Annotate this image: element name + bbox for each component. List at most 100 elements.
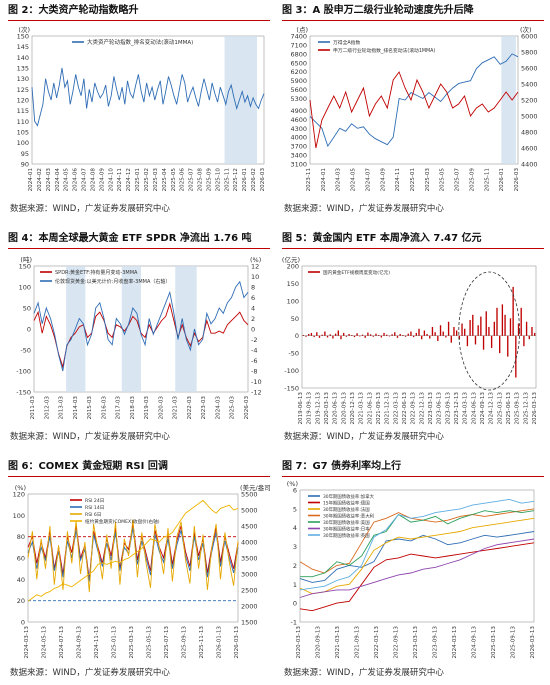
- series-line: [33, 280, 249, 372]
- y-tick-label: 125: [17, 86, 29, 94]
- x-tick-label: 2023-11: [306, 168, 312, 192]
- x-tick-label: 2023-03-13: [413, 626, 419, 659]
- series-line: [27, 499, 239, 602]
- x-tick-label: 2015-03: [87, 396, 93, 420]
- bar: [447, 321, 450, 336]
- x-tick-label: 2024-05: [64, 168, 70, 192]
- x-tick-label: 2024-03: [46, 168, 52, 192]
- y-right-axis-unit: (次): [520, 25, 532, 34]
- x-tick-label: 2026-03-13: [532, 392, 538, 425]
- bar: [372, 335, 374, 337]
- panel-title: 图 5：黄金国内 ETF 本周净流入 7.47 亿元: [282, 232, 544, 249]
- bar: [485, 311, 487, 336]
- bar: [321, 334, 323, 336]
- y-tick-label: 60: [17, 555, 25, 563]
- y-right-tick-label: 4: [251, 305, 255, 313]
- y-right-tick-label: 2: [251, 315, 255, 323]
- x-tick-label: 2025-05: [171, 168, 177, 192]
- legend-label: 伦敦现货黄金:以美元计价:月收盘率-3MMA（右轴）: [55, 278, 170, 285]
- y-axis-unit: (亿元): [282, 255, 300, 264]
- x-tick-label: 2024-09: [380, 168, 386, 192]
- y-tick-label: 40: [17, 576, 25, 584]
- x-tick-label: 2025-03-13: [129, 626, 135, 659]
- y-tick-label: -150: [284, 385, 299, 393]
- y-right-tick-label: -8: [251, 368, 257, 376]
- y-right-tick-label: 2000: [241, 603, 258, 611]
- x-tick-label: 2025-01: [135, 168, 141, 192]
- bar: [396, 335, 399, 338]
- x-tick-label: 2024-04: [55, 168, 61, 192]
- y-tick-label: 150: [287, 280, 299, 288]
- x-tick-label: 2025-03: [153, 168, 159, 192]
- bar: [415, 332, 417, 336]
- bar: [472, 314, 474, 336]
- x-tick-label: 2020-03: [158, 396, 164, 420]
- y-axis-unit: (%): [15, 484, 26, 492]
- y-right-tick-label: 5500: [241, 491, 258, 499]
- x-tick-label: 2023-06-13: [437, 392, 443, 425]
- y-right-tick-label: 8: [251, 284, 255, 292]
- y-tick-label: 90: [21, 161, 29, 169]
- y-tick-label: 7100: [290, 41, 307, 49]
- bar: [402, 335, 404, 336]
- panel-fig5: 图 5：黄金国内 ETF 本周净流入 7.47 亿元 -150 -100 -50 0 5…: [282, 232, 544, 446]
- y-tick-label: 130: [17, 75, 29, 83]
- bar: [488, 327, 490, 336]
- series-line: [309, 71, 519, 149]
- x-tick-label: 2020-09-13: [341, 392, 347, 425]
- legend-label: 30年期国债收益率:法国: [323, 506, 370, 513]
- panel-title: 图 2：大类资产轮动指数略升: [8, 4, 270, 21]
- bar: [434, 332, 436, 336]
- y-tick-label: 100: [13, 512, 25, 520]
- y-tick-label: 4000: [290, 134, 307, 142]
- bar: [316, 332, 318, 336]
- bar: [361, 334, 364, 336]
- x-tick-label: 2026-03: [514, 168, 520, 192]
- x-tick-label: 2017-03: [116, 396, 122, 420]
- y-tick-label: 50: [291, 315, 299, 323]
- x-tick-label: 2024-07-13: [59, 626, 65, 659]
- y-tick-label: 0: [27, 326, 31, 334]
- x-tick-label: 2023-12-13: [454, 392, 460, 425]
- x-tick-label: 2026-01-13: [217, 626, 223, 659]
- panel-title: 图 3：A 股申万二级行业轮动速度先升后降: [282, 4, 544, 21]
- x-tick-label: 2025-03-13: [491, 626, 497, 659]
- x-tick-label: 2025-06-13: [506, 392, 512, 425]
- bar: [509, 318, 512, 336]
- legend-label: 纽约黄金期货(COMEX)收盘价(右轴): [85, 518, 160, 525]
- legend-label: 30年期国债收益率:英国: [323, 532, 370, 539]
- x-tick-label: 2025-03: [230, 396, 236, 420]
- x-tick-label: 2012-03: [44, 396, 50, 420]
- y-right-tick-label: 4000: [241, 539, 258, 547]
- legend-label: 万得全A指数: [333, 39, 360, 46]
- x-tick-label: 2019-03: [144, 396, 150, 420]
- x-tick-label: 2022-12-13: [419, 392, 425, 425]
- bar: [367, 332, 369, 336]
- x-tick-label: 2020-03-13: [324, 392, 330, 425]
- highlight-ellipse: [458, 271, 521, 391]
- bar: [533, 332, 536, 336]
- bar: [490, 335, 493, 348]
- x-tick-label: 2020-09-13: [316, 626, 322, 659]
- source-note: 数据来源：WIND，广发证券发展研究中心: [284, 432, 444, 442]
- legend-label: RSI 6日: [85, 512, 101, 518]
- y-tick-label: -100: [16, 368, 31, 376]
- y-tick-label: 3400: [290, 152, 307, 160]
- x-tick-label: 2018-03: [130, 396, 136, 420]
- x-tick-label: 2021-03-13: [335, 626, 341, 659]
- x-tick-label: 2024-11-13: [94, 626, 100, 659]
- bar: [359, 335, 361, 337]
- y-tick-label: 20: [17, 597, 25, 605]
- plot-frame: [301, 265, 537, 389]
- y-tick-label: 115: [17, 107, 29, 115]
- bar: [348, 333, 350, 336]
- y-right-tick-label: 4600: [521, 145, 538, 153]
- bar: [318, 335, 321, 338]
- bar: [507, 335, 509, 357]
- y-right-tick-label: 4400: [521, 161, 538, 169]
- bar: [474, 335, 477, 345]
- x-tick-label: 2026-03-13: [234, 626, 240, 659]
- x-tick-label: 2022-09-13: [394, 626, 400, 659]
- plot-frame: [299, 489, 535, 623]
- x-tick-label: 2019-12-13: [315, 392, 321, 425]
